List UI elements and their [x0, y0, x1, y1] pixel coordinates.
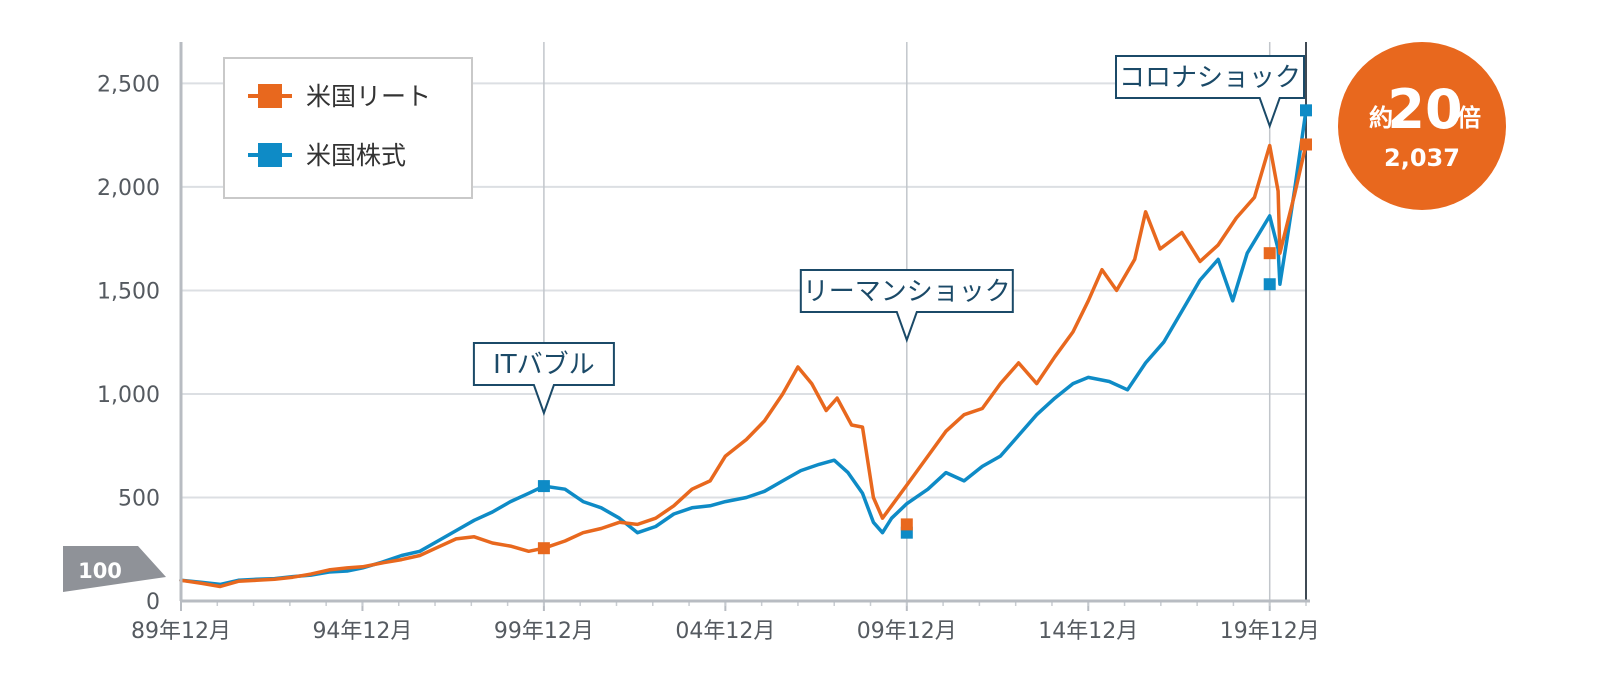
x-tick-label: 99年12月 — [494, 619, 594, 644]
y-tick-label: 2,000 — [97, 176, 160, 201]
event-marker — [1263, 278, 1276, 291]
baseline-tag-label: 100 — [78, 559, 122, 583]
y-tick-label: 1,000 — [97, 383, 160, 408]
badge-suffix: 倍 — [1457, 104, 1481, 132]
legend-marker-stock — [258, 143, 282, 167]
event-markers — [537, 104, 1312, 555]
badge-prefix: 約 — [1369, 104, 1393, 132]
x-tick-label: 09年12月 — [857, 619, 957, 644]
callout-label: ITバブル — [493, 350, 595, 380]
badge-value: 20 — [1387, 78, 1462, 141]
legend-label-reit: 米国リート — [306, 82, 431, 111]
event-marker — [1300, 138, 1312, 151]
x-tick-label: 19年12月 — [1220, 619, 1320, 644]
y-axis-ticks: 0 500 1,000 1,500 2,000 2,500 — [97, 72, 160, 615]
x-tick-label: 89年12月 — [131, 619, 231, 644]
callout-label: リーマンショック — [803, 277, 1011, 307]
legend-box — [223, 57, 473, 199]
baseline-tag: 100 — [63, 546, 166, 592]
event-marker — [537, 480, 550, 493]
x-tick-label: 14年12月 — [1038, 619, 1138, 644]
series-line-0 — [179, 142, 1308, 589]
badge-circle — [1338, 42, 1506, 210]
multiplier-badge: 約 20 倍 2,037 — [1338, 42, 1506, 210]
x-tick-label: 94年12月 — [312, 619, 412, 644]
baseline-tag-shape — [63, 546, 166, 592]
event-marker — [1263, 247, 1276, 260]
legend-label-stock: 米国株式 — [306, 141, 406, 170]
event-marker — [900, 518, 913, 531]
event-marker — [537, 542, 550, 555]
series-lines — [179, 108, 1308, 589]
event-marker — [1300, 104, 1312, 117]
y-tick-label: 1,500 — [97, 279, 160, 304]
event-callouts: ITバブル リーマンショック コロナショック — [472, 55, 1305, 416]
x-axis-ticks: 89年12月 94年12月 99年12月 04年12月 09年12月 14年12月 19年1… — [131, 601, 1320, 644]
y-tick-label: 2,500 — [97, 72, 160, 97]
x-tick-label: 04年12月 — [675, 619, 775, 644]
y-tick-label: 0 — [146, 590, 160, 615]
callout-box — [1115, 55, 1305, 129]
y-tick-label: 500 — [118, 486, 160, 511]
callout-label: コロナショック — [1119, 63, 1301, 93]
callout-box — [472, 342, 615, 416]
legend-marker-reit — [258, 84, 282, 108]
axes — [179, 42, 1310, 603]
callout-box — [799, 269, 1014, 343]
badge-sub-value: 2,037 — [1384, 144, 1460, 172]
legend: 米国リート 米国株式 — [223, 57, 473, 199]
